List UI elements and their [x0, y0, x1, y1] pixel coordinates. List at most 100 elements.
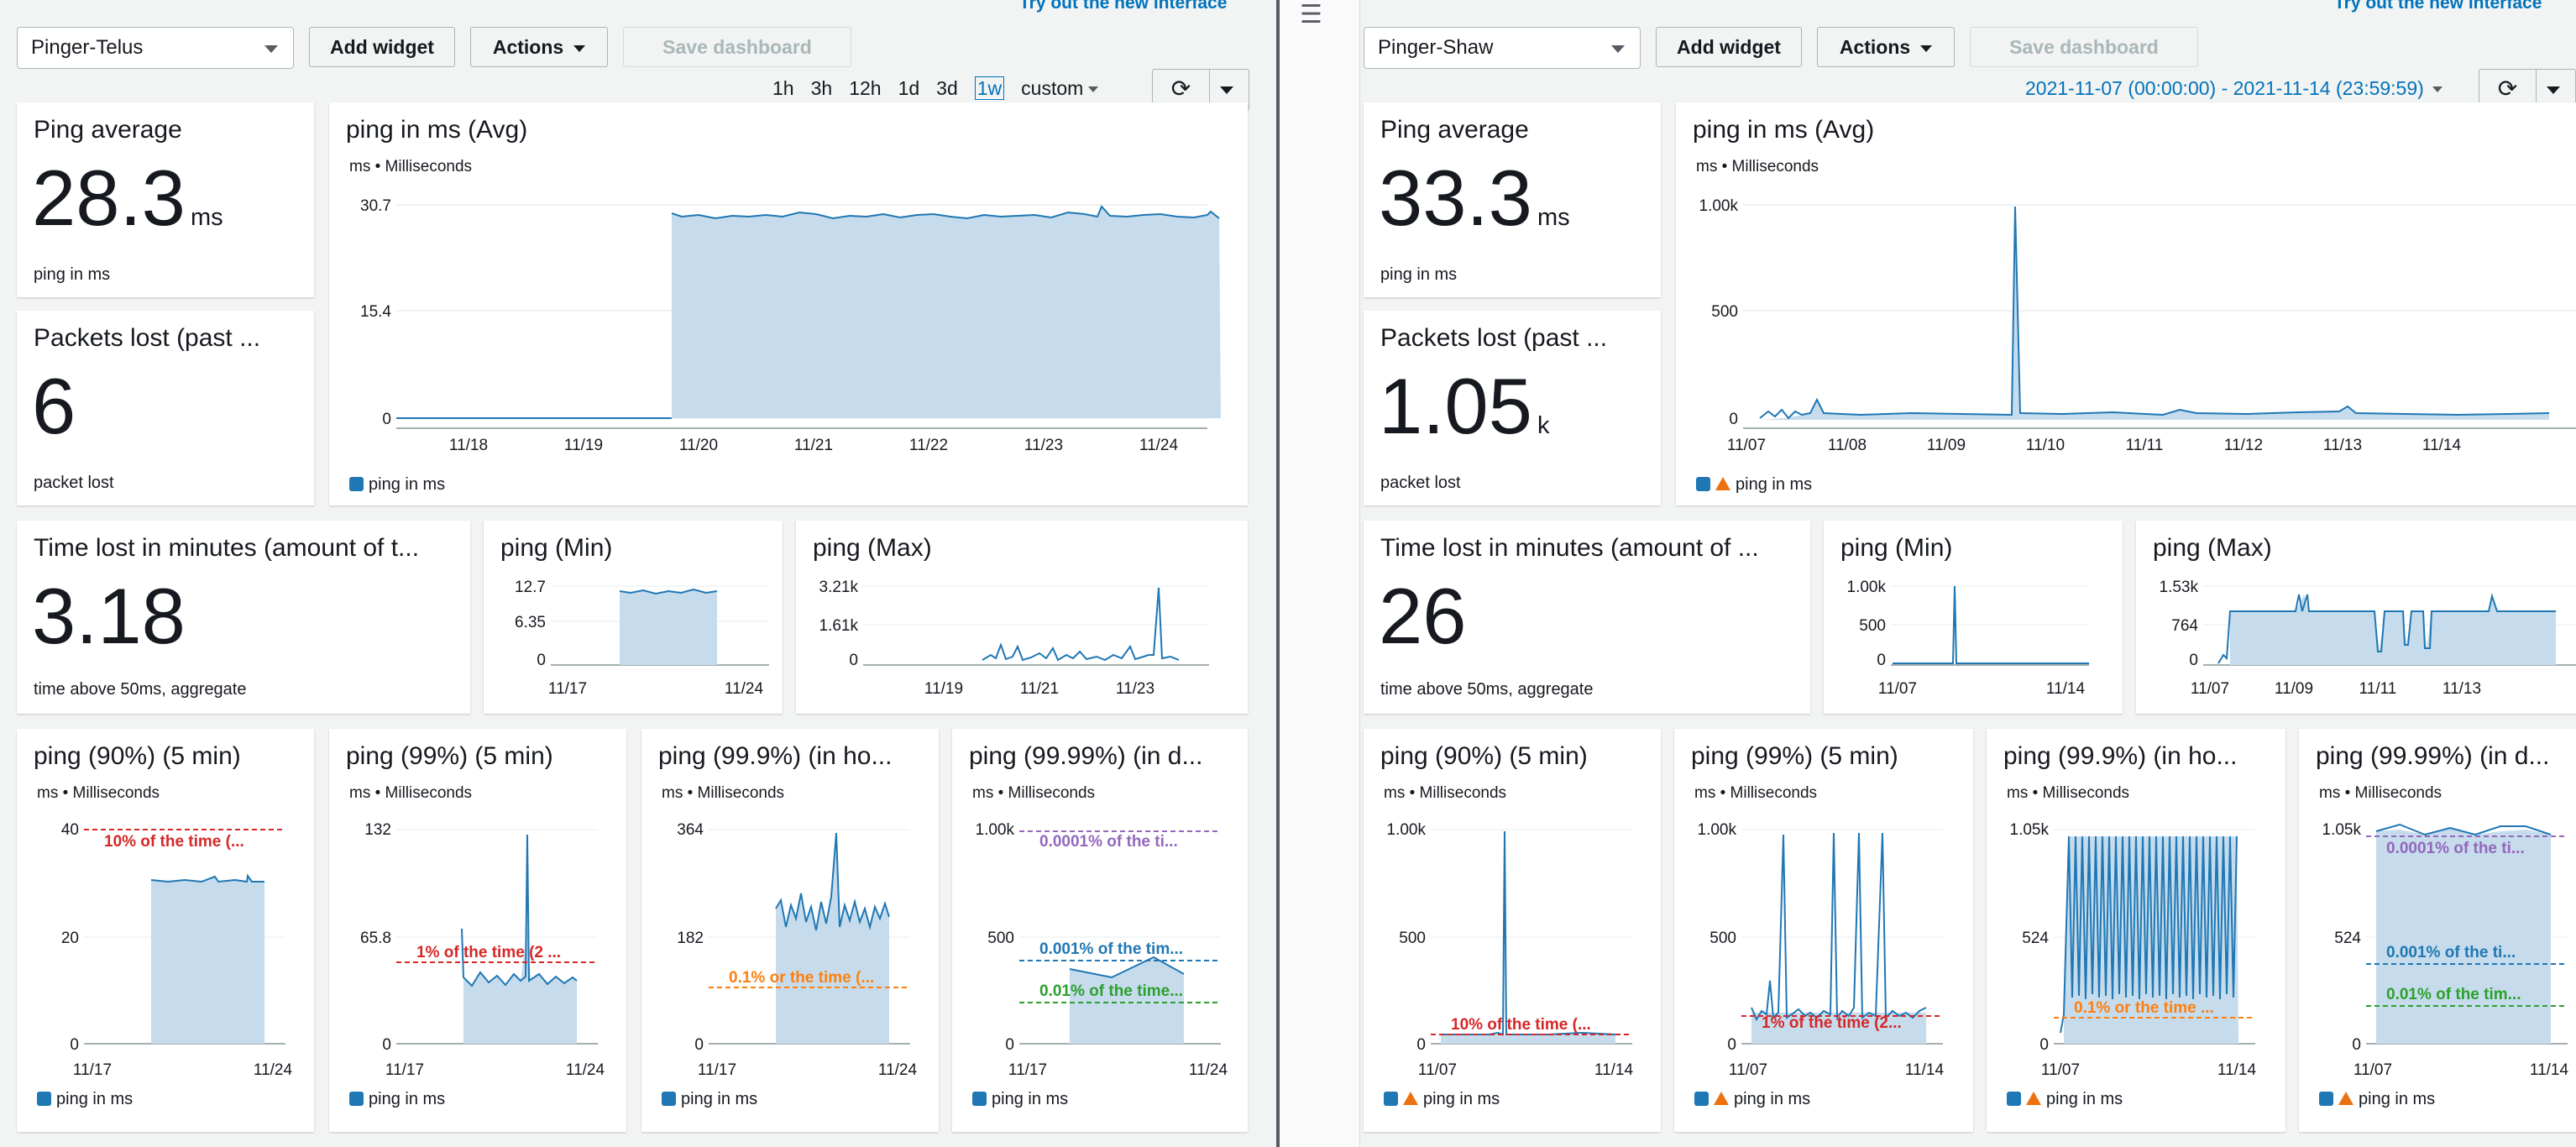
ping-average-value: 33.3 ms	[1379, 155, 1570, 241]
x-tick-label: 11/07	[1729, 1061, 1767, 1079]
ping-average-value: 28.3 ms	[32, 155, 223, 241]
series-line	[150, 873, 264, 883]
series-line	[671, 205, 1220, 220]
chart-legend[interactable]: ping in ms	[349, 1090, 445, 1109]
add-widget-button[interactable]: Add widget	[309, 27, 455, 67]
dashboard-select[interactable]: Pinger-Shaw	[1364, 27, 1641, 69]
series-line	[775, 832, 890, 931]
chart-legend[interactable]: ping in ms	[662, 1090, 757, 1109]
series-line	[2217, 593, 2556, 664]
chart-legend[interactable]: ping in ms	[2319, 1090, 2435, 1109]
x-tick-label: 11/08	[1828, 437, 1867, 454]
chart-subtitle: ms • Milliseconds	[2319, 784, 2442, 802]
legend-swatch	[349, 1092, 364, 1106]
ping-p999-chart: 1.05k 524 0 11/07 11/14 0.1% or the time…	[2010, 821, 2257, 1079]
chart-legend[interactable]: ping in ms	[1696, 475, 1812, 495]
y-tick-label: 0	[2039, 1036, 2049, 1054]
x-tick-label: 11/14	[1905, 1061, 1945, 1079]
date-range-label: 2021-11-07 (00:00:00) - 2021-11-14 (23:5…	[2025, 77, 2424, 99]
series-line	[1069, 956, 1185, 979]
ping-avg-chart: 1.00k 500 0 11/07 11/08 11/09 11/10 11/1…	[1699, 197, 2576, 454]
actions-button[interactable]: Actions	[470, 27, 608, 67]
x-tick-label: 11/14	[2217, 1061, 2257, 1079]
save-dashboard-button[interactable]: Save dashboard	[1970, 27, 2198, 67]
warning-icon	[1714, 1092, 1729, 1105]
chart-legend[interactable]: ping in ms	[2007, 1090, 2123, 1109]
range-custom[interactable]: custom	[1021, 77, 1099, 99]
widget-title: Time lost in minutes (amount of ...	[1380, 534, 1759, 562]
add-widget-button[interactable]: Add widget	[1656, 27, 1802, 67]
chart-legend[interactable]: ping in ms	[1694, 1090, 1810, 1109]
series-area	[2376, 828, 2551, 1044]
try-new-interface-link[interactable]: Try out the new interface	[2334, 0, 2542, 13]
range-1h[interactable]: 1h	[772, 77, 794, 99]
save-dashboard-button[interactable]: Save dashboard	[623, 27, 851, 67]
y-tick-label: 0	[382, 411, 391, 428]
warning-icon	[2026, 1092, 2041, 1105]
y-tick-label: 0	[1877, 652, 1886, 669]
legend-label: ping in ms	[2046, 1090, 2123, 1108]
threshold-label: 0.001% of the ti...	[2386, 944, 2516, 961]
chart-subtitle: ms • Milliseconds	[349, 784, 473, 802]
series-line	[1759, 206, 2550, 420]
y-tick-label: 0	[1729, 411, 1738, 428]
ping-p99-widget: ping (99%) (5 min) ms • Milliseconds 132…	[329, 729, 626, 1132]
x-tick-label: 11/14	[2046, 680, 2086, 698]
y-tick-label: 0	[1416, 1036, 1426, 1054]
refresh-icon[interactable]: ⟳	[2479, 70, 2537, 110]
pane-divider: ☰	[1276, 0, 1360, 1147]
series-line	[619, 588, 718, 595]
caret-down-icon[interactable]	[2547, 86, 2560, 94]
x-tick-label: 11/18	[449, 437, 488, 454]
range-3h[interactable]: 3h	[810, 77, 833, 99]
hamburger-icon[interactable]: ☰	[1300, 1, 1322, 29]
chart-legend[interactable]: ping in ms	[972, 1090, 1068, 1109]
caret-down-icon[interactable]	[1220, 86, 1233, 94]
date-range-picker[interactable]: 2021-11-07 (00:00:00) - 2021-11-14 (23:5…	[2025, 77, 2442, 100]
chart-legend[interactable]: ping in ms	[1384, 1090, 1500, 1109]
chart-legend[interactable]: ping in ms	[37, 1090, 133, 1109]
ping-p999-chart: 364 182 0 11/17 11/24 0.1% or the time (…	[677, 821, 917, 1079]
range-3d[interactable]: 3d	[936, 77, 958, 99]
refresh-icon[interactable]: ⟳	[1153, 70, 1210, 110]
chart-legend[interactable]: ping in ms	[349, 475, 445, 495]
y-tick-label: 524	[2022, 930, 2049, 947]
dashboard-select[interactable]: Pinger-Telus	[17, 27, 294, 69]
legend-swatch	[37, 1092, 51, 1106]
threshold-label: 1% of the time (2 ...	[416, 944, 561, 961]
ping-average-widget: Ping average 28.3 ms ping in ms	[17, 102, 314, 297]
right-dashboard-pane: Try out the new interface Pinger-Shaw Ad…	[1360, 0, 2576, 1147]
range-12h[interactable]: 12h	[849, 77, 882, 99]
chart-subtitle: ms • Milliseconds	[349, 158, 473, 175]
x-tick-label: 11/17	[548, 680, 587, 698]
y-tick-label: 0	[382, 1036, 391, 1054]
actions-button[interactable]: Actions	[1817, 27, 1955, 67]
y-tick-label: 524	[2334, 930, 2361, 947]
range-1w[interactable]: 1w	[974, 76, 1005, 100]
actions-label: Actions	[492, 36, 564, 58]
series-line	[982, 587, 1180, 662]
chart-subtitle: ms • Milliseconds	[1694, 784, 1818, 802]
try-new-interface-link[interactable]: Try out the new interface	[1019, 0, 1228, 13]
range-custom-label: custom	[1021, 77, 1084, 99]
y-tick-label: 1.05k	[2010, 821, 2050, 839]
x-tick-label: 11/07	[1418, 1061, 1457, 1079]
y-tick-label: 1.61k	[819, 617, 859, 635]
series-area	[2230, 594, 2556, 665]
threshold-label: 10% of the time (...	[104, 833, 244, 851]
series-area	[1751, 1013, 1926, 1044]
x-tick-label: 11/19	[924, 680, 963, 698]
ping-p99-chart: 1.00k 500 0 11/07 11/14 1% of the time (…	[1698, 821, 1945, 1079]
series-area	[620, 589, 717, 665]
y-tick-label: 0	[1727, 1036, 1736, 1054]
x-tick-label: 11/07	[2353, 1061, 2392, 1079]
series-line	[1441, 830, 1616, 1036]
y-tick-label: 0	[849, 652, 858, 669]
widget-caption: packet lost	[34, 474, 114, 492]
time-lost-value: 26	[1379, 572, 1467, 660]
value: 6	[32, 362, 76, 450]
legend-label: ping in ms	[681, 1090, 758, 1108]
legend-label: ping in ms	[1736, 475, 1813, 494]
y-tick-label: 6.35	[515, 614, 546, 631]
range-1d[interactable]: 1d	[898, 77, 920, 99]
